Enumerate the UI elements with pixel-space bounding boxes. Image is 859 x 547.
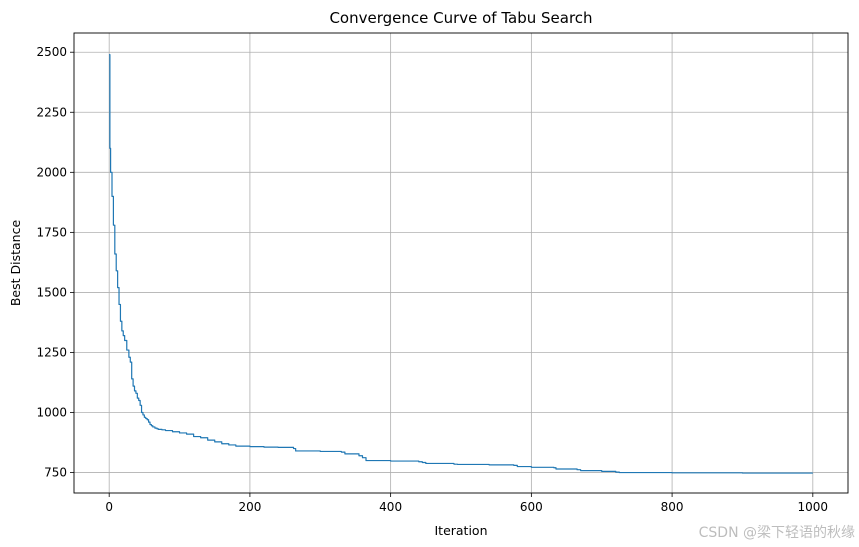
x-tick-label: 400 — [379, 500, 402, 514]
series-layer — [109, 54, 813, 474]
y-tick-label: 1500 — [36, 285, 67, 299]
y-tick-label: 2000 — [36, 165, 67, 179]
y-tick-label: 1750 — [36, 225, 67, 239]
grid-lines — [74, 33, 848, 493]
x-tick-label: 1000 — [798, 500, 829, 514]
y-tick-label: 750 — [44, 466, 67, 480]
y-axis-label: Best Distance — [8, 220, 23, 307]
y-tick-label: 1000 — [36, 406, 67, 420]
watermark: CSDN @梁下轻语的秋缘 — [699, 525, 855, 541]
plot-frame — [73, 32, 849, 494]
y-ticks: 750 1000 1250 1500 1750 2000 2250 2500 — [36, 45, 74, 480]
x-tick-label: 800 — [661, 500, 684, 514]
y-tick-label: 2500 — [36, 45, 67, 59]
x-tick-label: 0 — [105, 500, 113, 514]
y-tick-label: 2250 — [36, 105, 67, 119]
y-tick-label: 1250 — [36, 345, 67, 359]
x-axis-label: Iteration — [434, 523, 487, 538]
series-line — [109, 54, 813, 474]
x-tick-label: 200 — [238, 500, 261, 514]
x-tick-label: 600 — [520, 500, 543, 514]
x-ticks: 0 200 400 600 800 1000 — [105, 493, 828, 514]
chart-title: Convergence Curve of Tabu Search — [329, 9, 592, 27]
